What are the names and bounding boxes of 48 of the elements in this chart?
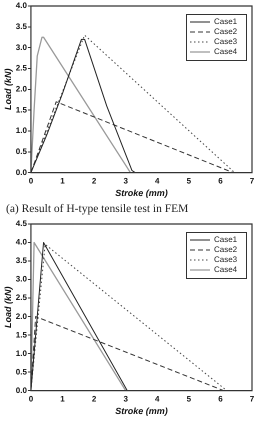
y-tick-label: 2.5 [16, 293, 28, 302]
y-tick-label: 3.0 [16, 42, 28, 52]
y-tick-label: 1.5 [16, 330, 28, 340]
x-tick-label: 3 [123, 176, 128, 186]
legend-label: Case4 [214, 47, 238, 56]
x-tick-label: 1 [60, 394, 66, 404]
y-tick-label: 3.5 [16, 256, 28, 266]
y-tick-label: 0.0 [16, 386, 28, 395]
y-tick-label: 4.0 [16, 238, 28, 247]
x-tick-label: 7 [250, 394, 255, 404]
x-tick-label: 0 [28, 394, 34, 404]
x-tick-label: 0 [28, 176, 34, 186]
y-tick-label: 0.5 [16, 146, 28, 156]
x-axis-title: Stroke (mm) [115, 188, 168, 198]
y-tick-label: 2.5 [16, 64, 28, 73]
x-tick-label: 5 [186, 176, 192, 186]
legend-label: Case1 [214, 17, 238, 26]
y-tick-label: 1.0 [16, 348, 28, 358]
y-tick-label: 0.5 [16, 367, 28, 376]
x-tick-label: 6 [218, 176, 224, 186]
legend-label: Case3 [214, 37, 238, 46]
x-tick-label: 5 [186, 394, 192, 404]
x-axis-title: Stroke (mm) [115, 406, 168, 416]
x-tick-label: 7 [250, 176, 255, 186]
legend-label: Case1 [214, 235, 238, 244]
x-tick-label: 4 [155, 394, 160, 404]
legend-label: Case3 [214, 255, 238, 264]
y-tick-label: 2.0 [16, 312, 28, 321]
x-tick-label: 6 [218, 394, 224, 404]
y-tick-label: 0.0 [16, 168, 28, 177]
x-tick-label: 4 [155, 176, 160, 186]
legend-label: Case2 [214, 245, 238, 254]
y-tick-label: 4.0 [16, 1, 28, 10]
y-tick-label: 3.0 [16, 274, 28, 284]
y-axis-title: Load (kN) [2, 68, 13, 110]
y-tick-label: 4.5 [16, 219, 28, 228]
x-tick-label: 1 [60, 176, 66, 186]
y-tick-label: 1.5 [16, 105, 28, 114]
x-tick-label: 2 [92, 394, 97, 404]
y-tick-label: 3.5 [16, 22, 28, 32]
x-tick-label: 2 [92, 176, 97, 186]
legend-label: Case2 [214, 27, 238, 36]
text: (a) Result of H-type tensile test in FEM [5, 202, 190, 217]
y-axis-title: Load (kN) [2, 286, 13, 328]
y-tick-label: 2.0 [16, 84, 28, 94]
y-tick-label: 1.0 [16, 126, 28, 136]
x-tick-label: 3 [123, 394, 128, 404]
legend-label: Case4 [214, 265, 238, 274]
